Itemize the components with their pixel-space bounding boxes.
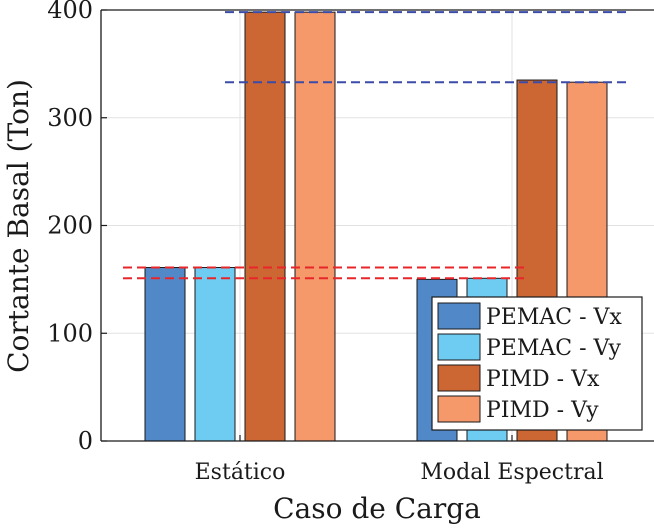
legend-label: PIMD - Vy [486,398,599,423]
legend: PEMAC - Vx PEMAC - Vy PIMD - Vx PIMD - Vy [431,296,643,431]
bar-pemac-vx-1 [144,267,186,442]
legend-swatch [437,333,481,361]
y-axis-label: Cortante Basal (Ton) [2,79,35,373]
legend-label: PIMD - Vx [486,367,600,392]
axes: 0 100 200 300 400 Estático Modal Espectral [47,0,654,485]
y-tick-label: 100 [47,319,93,347]
bar-pemac-vy-1 [194,267,236,442]
y-tick-label: 200 [47,212,93,240]
legend-swatch [437,395,481,423]
axis-labels: Caso de Carga Cortante Basal (Ton) [2,79,481,525]
x-tick-label: Modal Espectral [420,460,603,485]
legend-label: PEMAC - Vx [486,305,622,330]
bar-pimd-vx-1 [244,11,286,442]
legend-label: PEMAC - Vy [486,336,622,361]
y-tick-label: 0 [78,427,93,455]
reference-lines [123,11,627,280]
legend-swatch [437,302,481,330]
legend-swatch [437,364,481,392]
y-tick-label: 300 [47,104,93,132]
x-tick-label: Estático [195,460,286,485]
x-axis-label: Caso de Carga [273,492,481,525]
y-tick-label: 400 [47,0,93,24]
bar-pimd-vy-1 [294,11,336,442]
